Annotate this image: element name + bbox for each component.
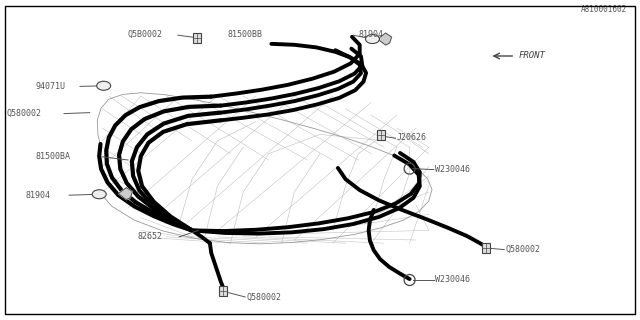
Text: 81904: 81904 bbox=[358, 30, 383, 39]
Ellipse shape bbox=[365, 35, 380, 44]
Text: 94071U: 94071U bbox=[35, 82, 65, 91]
Text: FRONT: FRONT bbox=[518, 52, 545, 60]
Text: 81500BA: 81500BA bbox=[35, 152, 70, 161]
Polygon shape bbox=[118, 188, 132, 200]
Ellipse shape bbox=[92, 190, 106, 199]
Text: J20626: J20626 bbox=[397, 133, 427, 142]
FancyBboxPatch shape bbox=[219, 286, 227, 296]
FancyBboxPatch shape bbox=[483, 243, 490, 253]
Text: 82652: 82652 bbox=[138, 232, 163, 241]
Text: Q5B0002: Q5B0002 bbox=[128, 30, 163, 39]
Polygon shape bbox=[378, 33, 392, 45]
Ellipse shape bbox=[97, 81, 111, 90]
FancyBboxPatch shape bbox=[378, 130, 385, 140]
Text: Q580002: Q580002 bbox=[506, 245, 541, 254]
Text: Q580002: Q580002 bbox=[6, 109, 42, 118]
Text: W230046: W230046 bbox=[435, 276, 470, 284]
FancyBboxPatch shape bbox=[193, 33, 201, 43]
Text: Q580002: Q580002 bbox=[246, 293, 282, 302]
Text: 81500BB: 81500BB bbox=[227, 30, 262, 39]
Text: A810001602: A810001602 bbox=[581, 5, 627, 14]
Text: 81904: 81904 bbox=[26, 191, 51, 200]
Text: W230046: W230046 bbox=[435, 165, 470, 174]
